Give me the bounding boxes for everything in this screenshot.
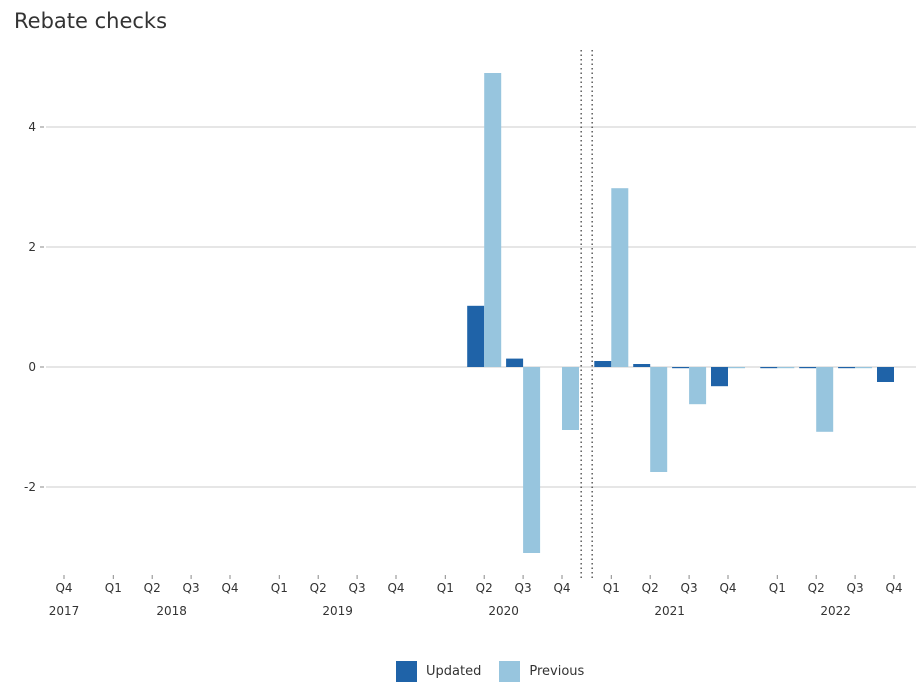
y-tick-label: -2 bbox=[24, 480, 36, 494]
x-tick-label: Q3 bbox=[183, 581, 200, 595]
x-tick-label: Q1 bbox=[271, 581, 288, 595]
bar-previous bbox=[611, 188, 629, 367]
bar-updated bbox=[672, 367, 690, 369]
year-label: 2020 bbox=[488, 604, 519, 618]
legend-item-previous: Previous bbox=[499, 661, 584, 682]
x-tick-label: Q3 bbox=[515, 581, 532, 595]
year-label: 2022 bbox=[820, 604, 851, 618]
legend-label-previous: Previous bbox=[529, 664, 585, 679]
x-tick-label: Q3 bbox=[847, 581, 864, 595]
x-tick-label: Q4 bbox=[885, 581, 902, 595]
x-tick-label: Q4 bbox=[553, 581, 570, 595]
axis-layer: -2 0 2 4 Q4 Q1 Q2 Q3 Q4 Q1 Q2 Q3 Q4 Q1 Q2 Q3 Q4 Q1 Q2 Q3 Q4 Q… bbox=[24, 120, 903, 618]
bar-updated bbox=[506, 358, 524, 367]
bar-previous bbox=[523, 367, 541, 553]
x-tick-label: Q2 bbox=[310, 581, 327, 595]
bar-previous bbox=[650, 367, 668, 472]
year-label: 2018 bbox=[156, 604, 187, 618]
bar-previous bbox=[855, 367, 873, 369]
bar-previous bbox=[562, 367, 579, 430]
bar-updated bbox=[877, 367, 894, 382]
bar-updated bbox=[838, 367, 856, 369]
bar-previous bbox=[777, 367, 795, 369]
y-tick-label: 0 bbox=[28, 360, 36, 374]
bar-updated bbox=[760, 367, 778, 369]
bar-updated bbox=[594, 361, 612, 367]
legend-label-updated: Updated bbox=[426, 664, 482, 679]
x-tick-label: Q2 bbox=[476, 581, 493, 595]
legend-swatch-updated bbox=[396, 661, 417, 682]
x-tick-label: Q3 bbox=[681, 581, 698, 595]
divider-layer bbox=[580, 50, 593, 578]
bar-updated bbox=[633, 364, 651, 367]
x-tick-label: Q1 bbox=[105, 581, 122, 595]
y-tick-label: 4 bbox=[28, 120, 36, 134]
year-label: 2021 bbox=[654, 604, 685, 618]
chart-title: Rebate checks bbox=[14, 9, 168, 33]
legend-item-updated: Updated bbox=[396, 661, 481, 682]
legend-swatch-previous bbox=[499, 661, 521, 682]
x-tick-label: Q2 bbox=[642, 581, 659, 595]
x-tick-label: Q2 bbox=[144, 581, 161, 595]
bar-updated bbox=[711, 367, 728, 387]
x-tick-label: Q1 bbox=[769, 581, 786, 595]
x-tick-label: Q4 bbox=[221, 581, 238, 595]
y-tick-label: 2 bbox=[28, 240, 36, 254]
x-tick-label: Q2 bbox=[808, 581, 825, 595]
x-tick-label: Q4 bbox=[387, 581, 404, 595]
year-label: 2019 bbox=[322, 604, 353, 618]
legend: Updated Previous bbox=[396, 661, 602, 682]
x-tick-label: Q1 bbox=[603, 581, 620, 595]
bar-previous bbox=[689, 367, 707, 405]
bar-updated bbox=[467, 305, 485, 367]
bar-layer bbox=[467, 73, 894, 553]
year-label: 2017 bbox=[49, 604, 80, 618]
bar-previous bbox=[816, 367, 834, 432]
x-tick-label: Q4 bbox=[719, 581, 736, 595]
bar-previous bbox=[484, 73, 502, 367]
x-tick-label: Q3 bbox=[349, 581, 366, 595]
x-tick-label: Q1 bbox=[437, 581, 454, 595]
x-tick-label: Q4 bbox=[55, 581, 72, 595]
bar-previous bbox=[728, 367, 745, 369]
bar-updated bbox=[799, 367, 817, 369]
